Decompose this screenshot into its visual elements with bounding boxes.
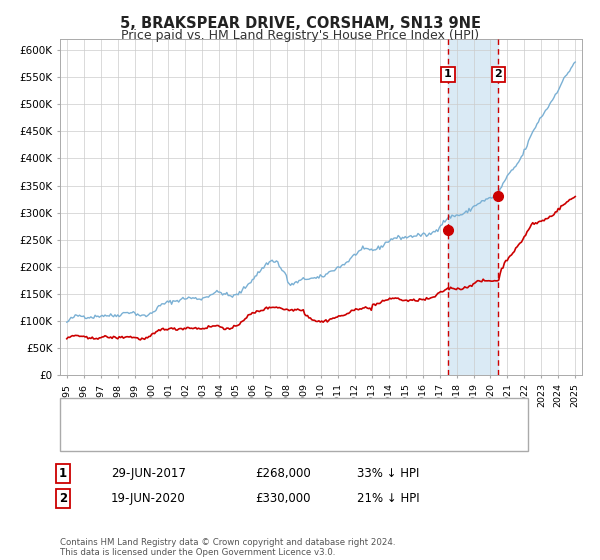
Text: 21% ↓ HPI: 21% ↓ HPI [357,492,419,505]
Text: 1: 1 [444,69,452,80]
Text: £330,000: £330,000 [255,492,311,505]
Text: 5, BRAKSPEAR DRIVE, CORSHAM, SN13 9NE (detached house): 5, BRAKSPEAR DRIVE, CORSHAM, SN13 9NE (d… [116,408,462,418]
Bar [448,39,498,375]
Text: 5, BRAKSPEAR DRIVE, CORSHAM, SN13 9NE: 5, BRAKSPEAR DRIVE, CORSHAM, SN13 9NE [119,16,481,31]
Text: Contains HM Land Registry data © Crown copyright and database right 2024.
This d: Contains HM Land Registry data © Crown c… [60,538,395,557]
Text: 29-JUN-2017: 29-JUN-2017 [111,466,186,480]
Text: HPI: Average price, detached house, Wiltshire: HPI: Average price, detached house, Wilt… [116,432,371,442]
Text: £268,000: £268,000 [255,466,311,480]
Text: 33% ↓ HPI: 33% ↓ HPI [357,466,419,480]
Text: Price paid vs. HM Land Registry's House Price Index (HPI): Price paid vs. HM Land Registry's House … [121,29,479,42]
Text: 2: 2 [494,69,502,80]
Text: 2: 2 [59,492,67,505]
Text: 19-JUN-2020: 19-JUN-2020 [111,492,186,505]
Text: 1: 1 [59,466,67,480]
